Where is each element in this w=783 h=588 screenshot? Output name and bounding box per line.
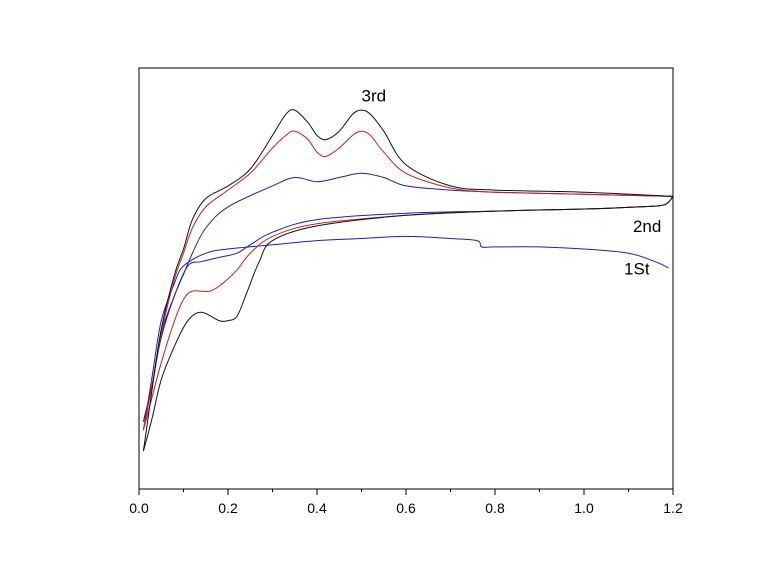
series-line	[142, 235, 669, 431]
curve-labels: 3rd 2nd 1St	[362, 87, 662, 279]
series-line	[142, 109, 674, 452]
plot-frame	[138, 67, 674, 490]
x-tick-label: 0.6	[396, 500, 416, 516]
series-line	[142, 196, 674, 452]
curve-label: 1St	[624, 259, 650, 278]
curve-label: 3rd	[362, 87, 387, 106]
x-tick-label: 0.4	[307, 500, 327, 516]
x-tick-label: 0.8	[485, 500, 505, 516]
series-line	[142, 196, 674, 431]
series-lines	[142, 109, 674, 452]
x-tick-label: 0.0	[129, 500, 149, 516]
x-tick-label: 1.2	[663, 500, 683, 516]
curve-label: 2nd	[633, 217, 661, 236]
x-tick-label: 0.2	[218, 500, 238, 516]
series-line	[142, 196, 674, 422]
x-axis-ticks: 0.0 0.2 0.4 0.6 0.8 1.0 1.2	[129, 489, 683, 516]
series-line	[142, 130, 674, 431]
x-tick-label: 1.0	[574, 500, 594, 516]
series-line	[142, 172, 674, 422]
